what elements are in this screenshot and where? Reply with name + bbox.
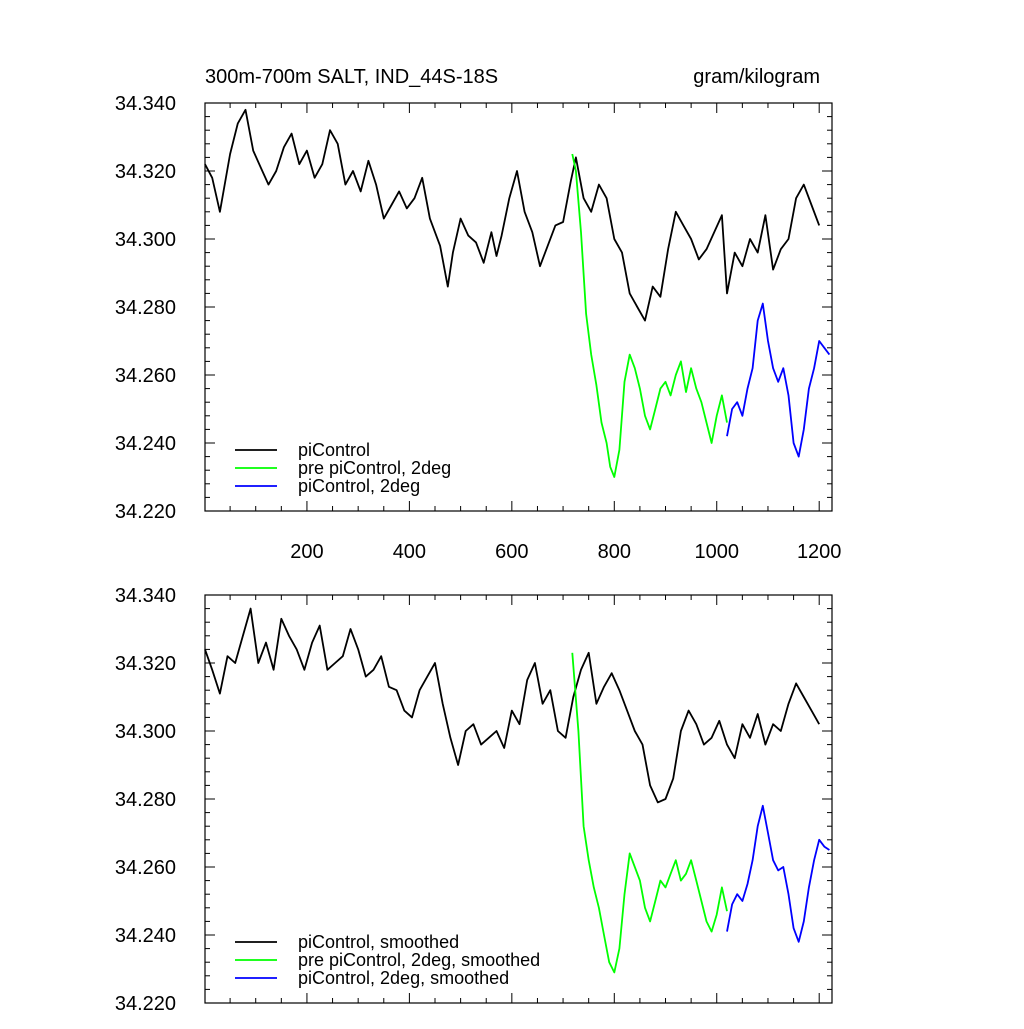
- legend-label: piControl, 2deg: [298, 476, 420, 496]
- series-line-2: [571, 153, 728, 478]
- chart-units-label: gram/kilogram: [693, 66, 820, 88]
- series-line-1: [204, 607, 820, 804]
- legend-label: pre piControl, 2deg: [298, 458, 451, 478]
- y-tick-label: 34.240: [115, 925, 176, 947]
- series-line-3: [726, 302, 831, 458]
- legend-label: piControl, 2deg, smoothed: [298, 968, 509, 988]
- legend-label: piControl, smoothed: [298, 932, 459, 952]
- y-tick-label: 34.240: [115, 433, 176, 455]
- y-tick-label: 34.260: [115, 857, 176, 879]
- x-tick-label: 800: [598, 541, 631, 563]
- y-tick-label: 34.340: [115, 585, 176, 607]
- y-tick-label: 34.320: [115, 161, 176, 183]
- y-tick-label: 34.220: [115, 501, 176, 523]
- y-tick-label: 34.260: [115, 365, 176, 387]
- series-line-3: [726, 804, 830, 943]
- chart-panel-2: 34.220 34.240 34.260 34.280 34.300 34.320 34.3…: [115, 585, 833, 1015]
- x-tick-label: 200: [290, 541, 323, 563]
- x-tick-label: 400: [393, 541, 426, 563]
- y-tick-label: 34.300: [115, 721, 176, 743]
- x-tick-label: 1000: [694, 541, 739, 563]
- legend-label: pre piControl, 2deg, smoothed: [298, 950, 540, 970]
- y-tick-label: 34.300: [115, 229, 176, 251]
- chart-panel-1: 34.220 34.240 34.260 34.280 34.300 34.320 34.3…: [115, 66, 842, 563]
- series-line-1: [204, 108, 821, 322]
- x-tick-label: 600: [495, 541, 528, 563]
- series-line-2: [571, 652, 728, 974]
- y-tick-label: 34.320: [115, 653, 176, 675]
- legend-label: piControl: [298, 440, 370, 460]
- y-tick-label: 34.340: [115, 93, 176, 115]
- y-tick-label: 34.280: [115, 297, 176, 319]
- chart-title: 300m-700m SALT, IND_44S-18S: [205, 66, 498, 88]
- x-tick-label: 1200: [797, 541, 842, 563]
- y-tick-label: 34.280: [115, 789, 176, 811]
- y-tick-label: 34.220: [115, 993, 176, 1015]
